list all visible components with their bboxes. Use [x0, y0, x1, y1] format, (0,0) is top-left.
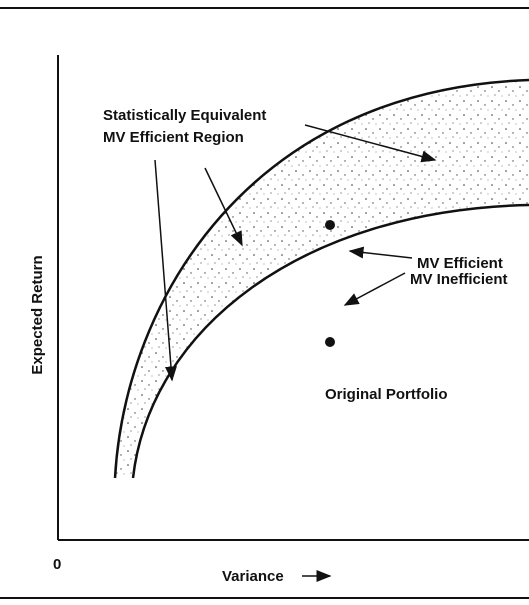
arrow	[343, 272, 406, 306]
y-axis-label: Expected Return	[29, 255, 46, 374]
arrow	[348, 246, 413, 259]
annotation: Statistically Equivalent	[103, 107, 266, 124]
efficient-point	[325, 220, 335, 230]
annotation: MV Inefficient	[410, 271, 508, 288]
region-fill	[115, 80, 529, 478]
outer-frontier	[113, 78, 529, 479]
annotation: MV Efficient Region	[103, 129, 244, 146]
origin-label: 0	[53, 556, 61, 573]
inefficient-point	[325, 337, 335, 347]
arrow	[304, 124, 437, 163]
arrow	[204, 167, 243, 247]
inner-frontier	[131, 203, 529, 479]
x-axis-label: Variance	[222, 568, 284, 585]
annotation: MV Efficient	[417, 255, 503, 272]
annotation: Original Portfolio	[325, 386, 448, 403]
arrow	[154, 159, 177, 382]
